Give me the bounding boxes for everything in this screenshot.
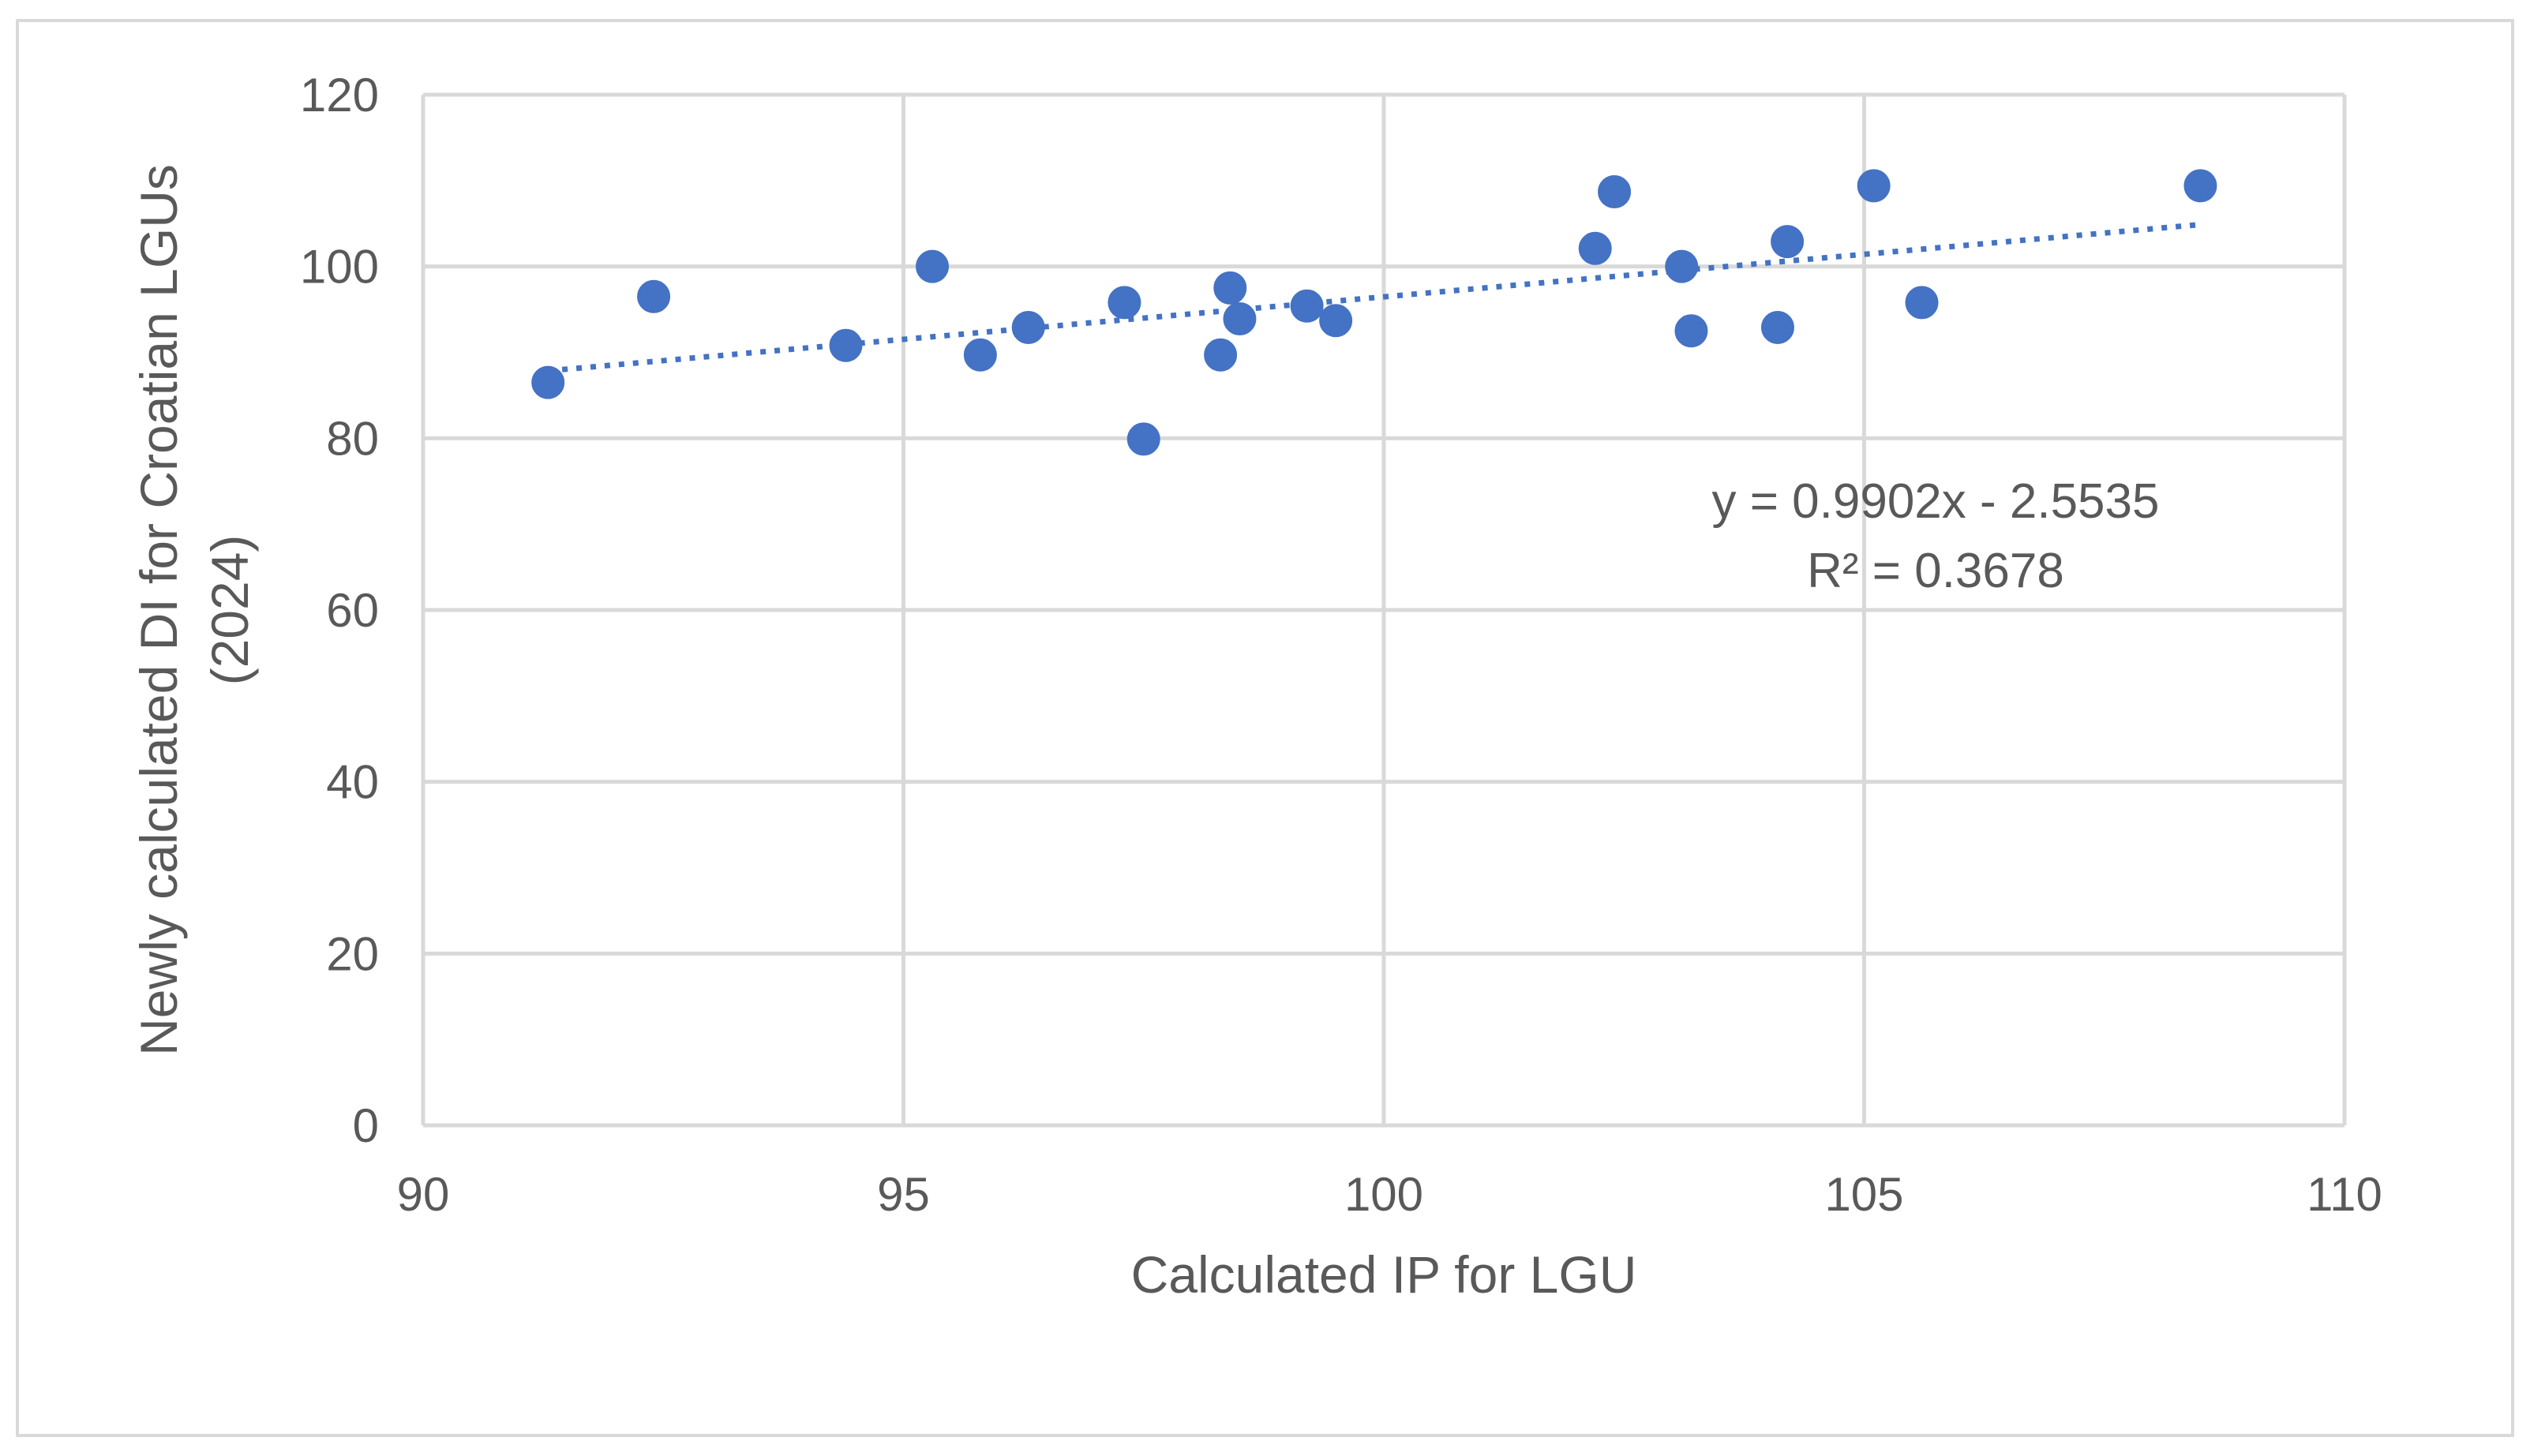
tick-labels: 0 20 40 60 80 100 120 90 95 100 105 110 xyxy=(300,69,2382,1221)
data-point-10 xyxy=(1213,271,1247,305)
data-point-17 xyxy=(1674,314,1708,348)
scatter-chart: 0 20 40 60 80 100 120 90 95 100 105 110 Calculated … xyxy=(129,69,2382,1304)
data-point-9 xyxy=(1204,338,1238,372)
y-tick-label-80: 80 xyxy=(326,412,379,465)
data-point-7 xyxy=(1108,286,1141,320)
y-tick-label-0: 0 xyxy=(353,1099,379,1152)
x-tick-label-95: 95 xyxy=(877,1168,930,1221)
y-tick-label-40: 40 xyxy=(326,756,379,809)
x-tick-label-105: 105 xyxy=(1824,1168,1903,1221)
data-point-11 xyxy=(1223,302,1257,336)
data-point-18 xyxy=(1760,310,1794,344)
data-point-14 xyxy=(1578,231,1612,265)
data-point-2 xyxy=(637,279,671,313)
data-point-16 xyxy=(1665,249,1699,283)
chart-frame: 0 20 40 60 80 100 120 90 95 100 105 110 Calculated … xyxy=(16,19,2514,1437)
x-axis-title: Calculated IP for LGU xyxy=(1131,1245,1637,1304)
data-point-1 xyxy=(531,365,565,399)
data-point-8 xyxy=(1126,422,1160,456)
data-point-13 xyxy=(1319,304,1353,338)
trendline-equation: y = 0.9902x - 2.5535 xyxy=(1711,474,2159,529)
y-tick-label-120: 120 xyxy=(300,69,379,122)
data-points xyxy=(531,169,2217,456)
trendline xyxy=(547,222,2201,374)
data-point-6 xyxy=(1011,310,1045,344)
trendline-layer xyxy=(547,222,2201,374)
x-tick-label-110: 110 xyxy=(2307,1168,2382,1221)
data-point-19 xyxy=(1771,225,1805,259)
data-point-15 xyxy=(1598,174,1632,208)
y-tick-label-20: 20 xyxy=(326,927,379,980)
data-point-21 xyxy=(1905,286,1939,320)
data-point-3 xyxy=(829,328,863,362)
data-point-12 xyxy=(1290,289,1324,323)
gridlines xyxy=(423,92,2347,1125)
y-axis-title-line-1: Newly calculated DI for Croatian LGUs xyxy=(129,164,188,1056)
data-point-4 xyxy=(916,249,950,283)
data-point-20 xyxy=(1857,169,1891,203)
data-point-5 xyxy=(963,338,997,372)
x-tick-label-100: 100 xyxy=(1344,1168,1423,1221)
y-tick-label-60: 60 xyxy=(326,584,379,637)
y-axis-title-line-2: (2024) xyxy=(201,535,259,686)
axes xyxy=(421,95,2344,1128)
x-tick-label-90: 90 xyxy=(397,1168,450,1221)
data-point-22 xyxy=(2183,169,2217,203)
y-axis-title: Newly calculated DI for Croatian LGUs (2… xyxy=(129,164,259,1056)
trendline-r-squared: R² = 0.3678 xyxy=(1807,544,2064,598)
y-tick-label-100: 100 xyxy=(300,241,379,294)
